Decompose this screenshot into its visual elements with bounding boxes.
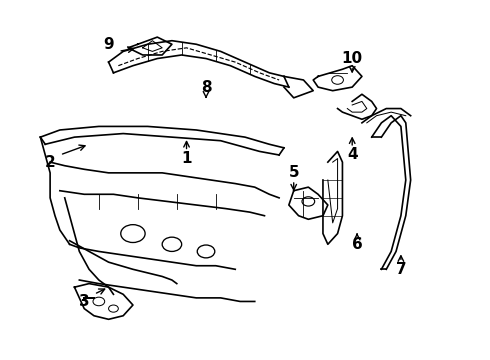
Text: 10: 10 <box>342 51 363 66</box>
Text: 5: 5 <box>289 165 299 180</box>
Text: 1: 1 <box>181 151 192 166</box>
Text: 6: 6 <box>352 237 363 252</box>
Text: 9: 9 <box>103 37 114 52</box>
Text: 2: 2 <box>45 155 55 170</box>
Text: 4: 4 <box>347 148 358 162</box>
Text: 3: 3 <box>79 294 90 309</box>
Text: 7: 7 <box>395 262 406 277</box>
Text: 8: 8 <box>201 80 211 95</box>
